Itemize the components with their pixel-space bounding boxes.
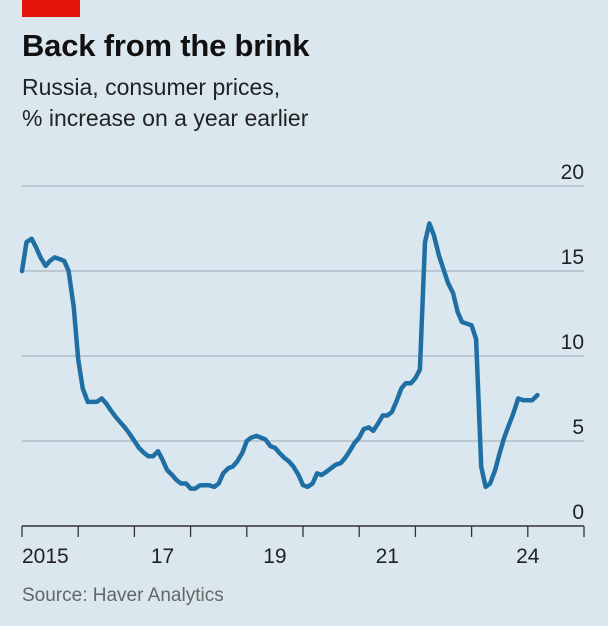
x-axis: 2015 17 19 21 24 (21, 525, 585, 568)
y-tick-label-20: 20 (561, 161, 584, 184)
series-layer (19, 221, 540, 491)
y-axis-labels: 0 5 10 15 20 (561, 161, 584, 524)
brand-red-tag (22, 0, 80, 17)
y-tick-label-15: 15 (561, 246, 584, 269)
y-tick-label-10: 10 (561, 331, 584, 354)
chart-subtitle: Russia, consumer prices, % increase on a… (22, 72, 308, 134)
x-tick-label-19: 19 (263, 545, 286, 568)
x-tick-label-21: 21 (376, 545, 399, 568)
series-line-0 (19, 221, 540, 491)
chart-title: Back from the brink (22, 28, 310, 63)
x-tick-label-2015: 2015 (22, 545, 69, 568)
y-tick-label-0: 0 (572, 501, 584, 524)
x-tick-label-17: 17 (151, 545, 174, 568)
subtitle-line-2: % increase on a year earlier (22, 105, 309, 131)
x-tick-label-24: 24 (516, 545, 540, 568)
gridlines (22, 185, 584, 442)
y-tick-label-5: 5 (572, 416, 584, 439)
source-note: Source: Haver Analytics (22, 585, 224, 606)
subtitle-line-1: Russia, consumer prices, (22, 74, 281, 100)
